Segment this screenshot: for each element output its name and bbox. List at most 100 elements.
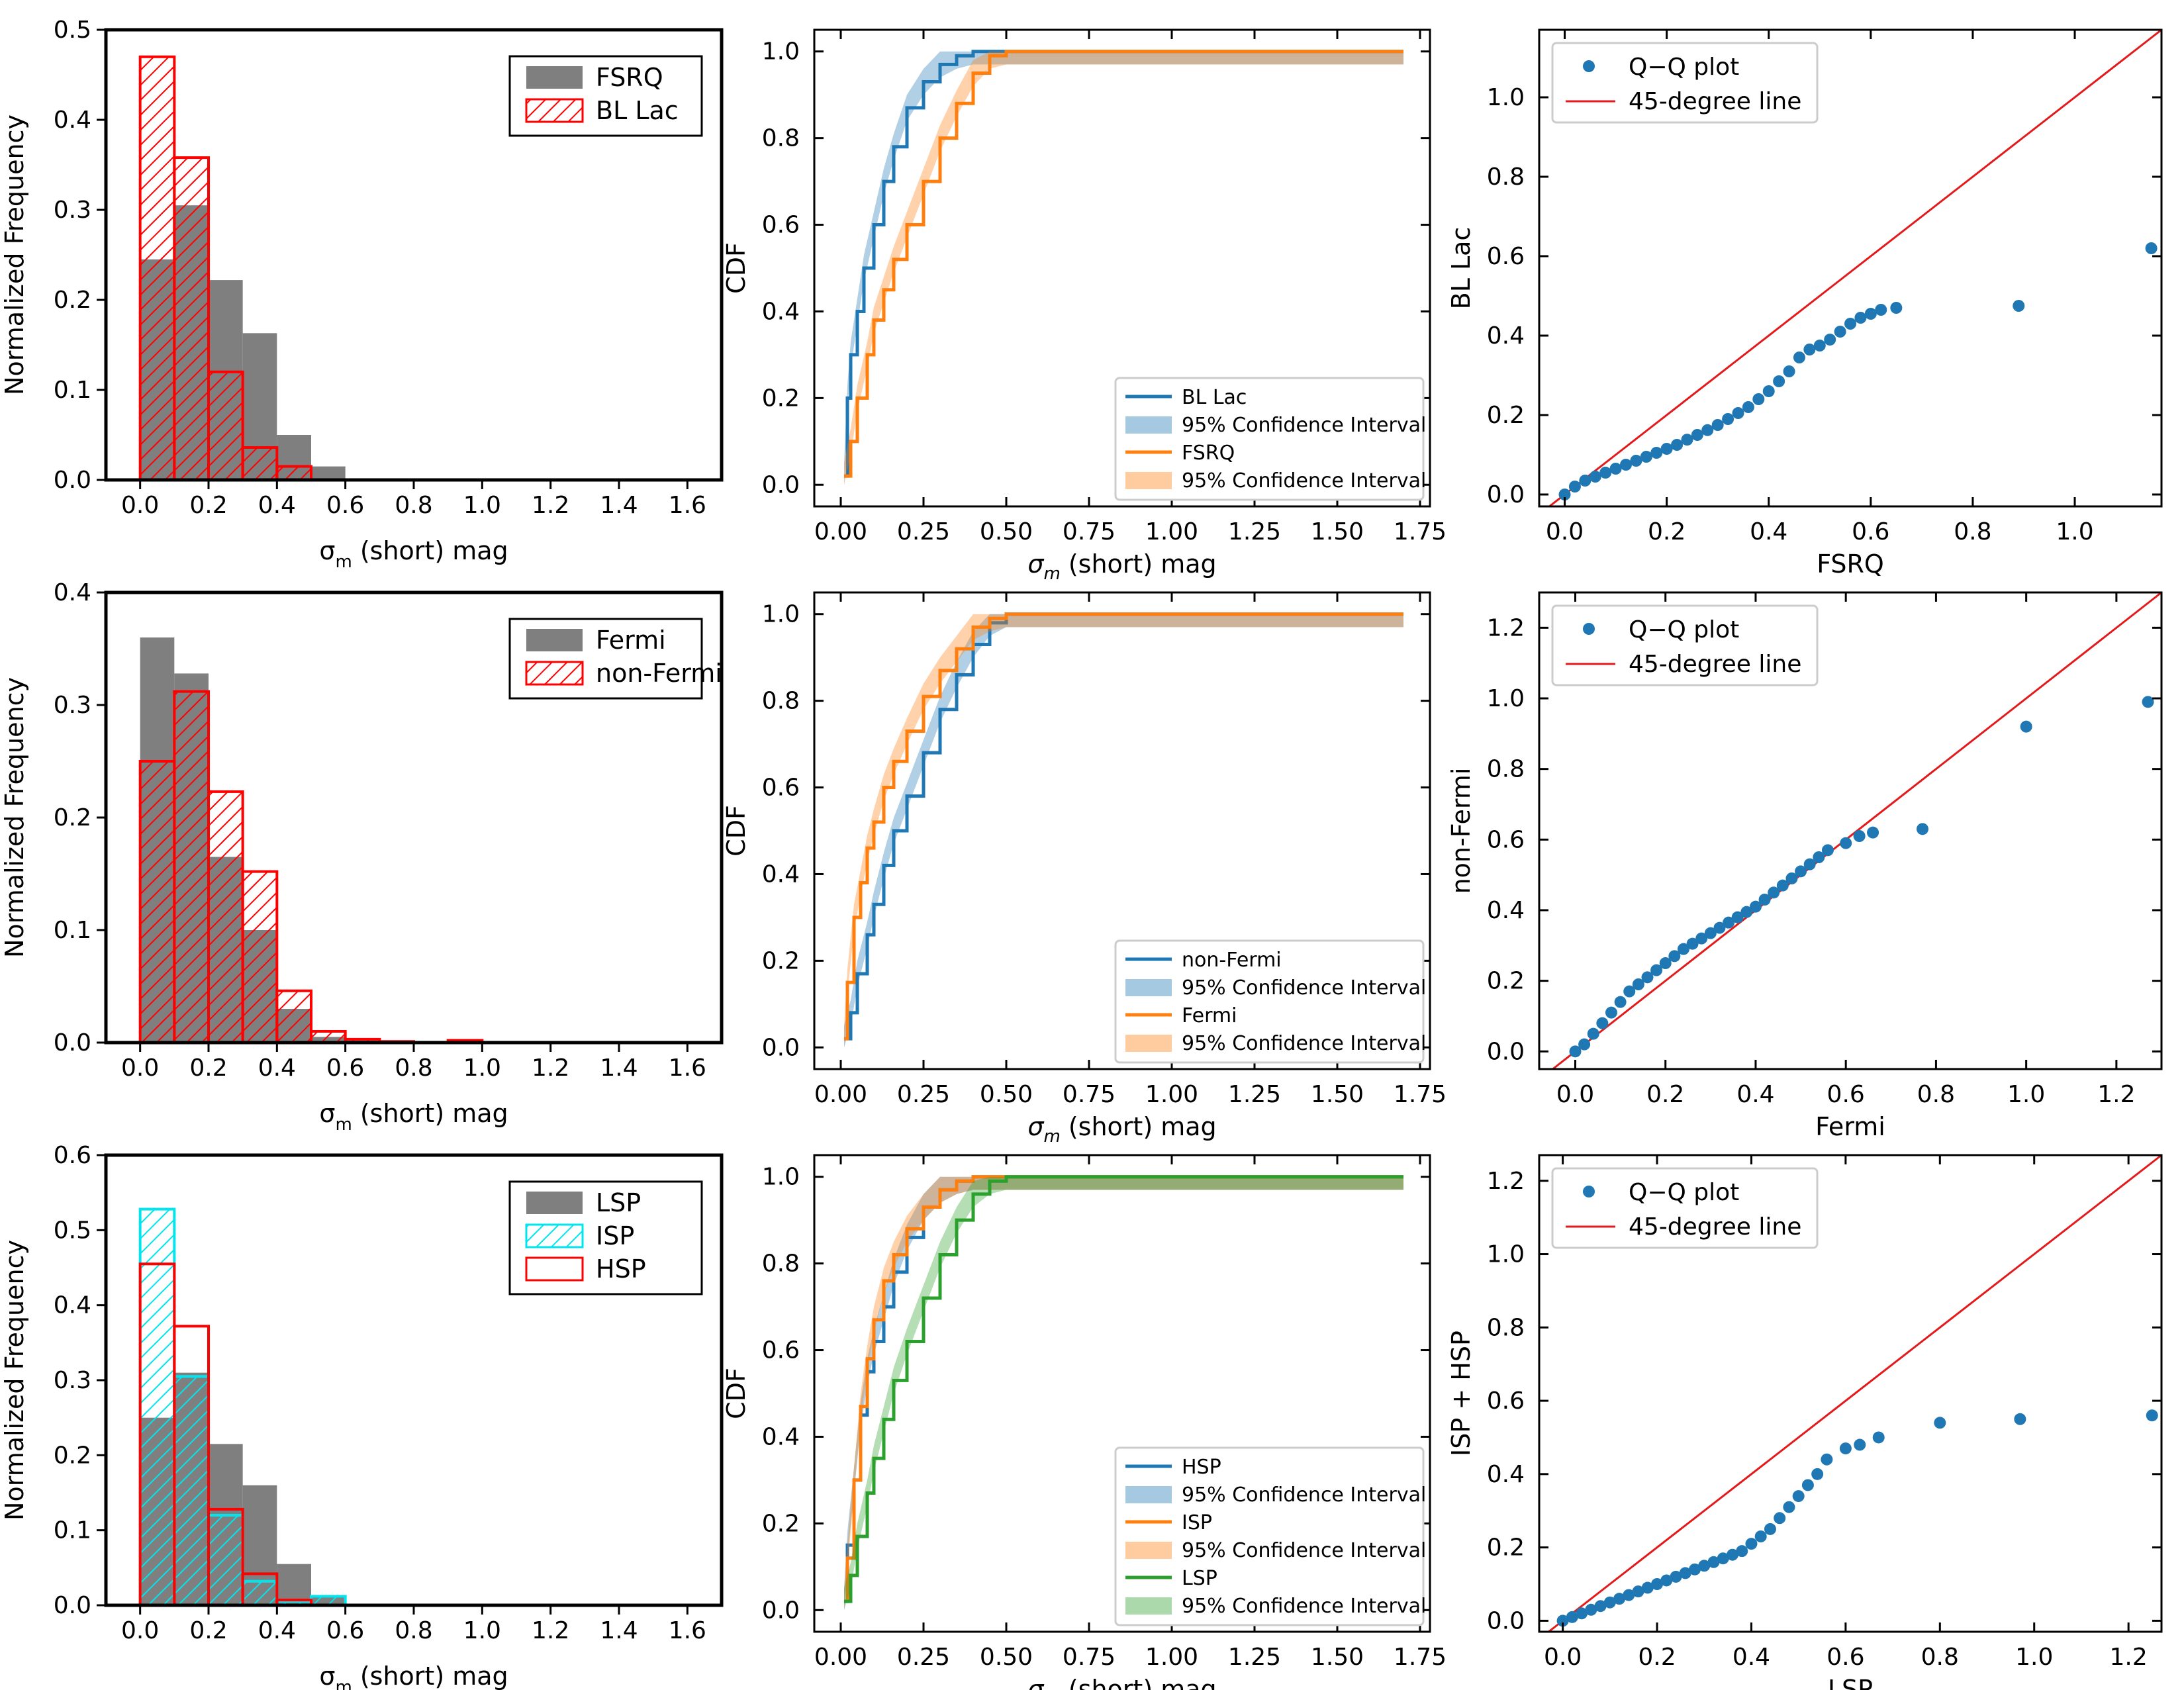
legend-band: [1125, 472, 1172, 489]
qq-point: [1785, 872, 1798, 884]
legend-label: LSP: [1182, 1567, 1217, 1590]
qq-point: [1630, 455, 1642, 467]
panel-cdf1: 0.00 0.25 0.50 0.75 1.00 1.25 1.50 1.75 0.0 0.2 0.…: [722, 28, 1447, 584]
x-axis-label: Fermi: [1815, 1112, 1885, 1141]
qq-point: [1773, 375, 1785, 387]
legend-label: FSRQ: [1182, 442, 1235, 465]
y-tick-label: 0.1: [54, 1517, 91, 1544]
legend-label: Q−Q plot: [1629, 616, 1739, 643]
legend-label: Q−Q plot: [1629, 1179, 1739, 1206]
panel-qq1: 0.0 0.2 0.4 0.6 0.8 1.0 0.0 0.2 0.4 0.6 0.8 1.0 FSRQ…: [1447, 28, 2163, 579]
qq-point: [1840, 837, 1852, 849]
x-tick-label: 0.75: [1063, 1644, 1116, 1671]
qq-point: [1651, 1578, 1664, 1590]
qq-point: [1813, 340, 1826, 352]
qq-point: [1660, 1574, 1673, 1587]
y-axis-label: ISP + HSP: [1447, 1331, 1476, 1456]
qq-point: [2014, 1413, 2026, 1425]
reference-line: [1548, 1154, 2162, 1633]
x-tick-label: 1.4: [600, 1617, 638, 1644]
qq-point: [2020, 720, 2032, 733]
axes-frame: [1538, 591, 2163, 1070]
bar: [277, 1564, 311, 1605]
qq-point: [2145, 242, 2158, 254]
bar-hatched: [138, 1207, 176, 1607]
qq-point: [1650, 964, 1663, 976]
qq-point: [1691, 429, 1703, 441]
y-axis-label: CDF: [722, 805, 751, 857]
qq-point: [1758, 894, 1771, 906]
x-tick-label: 0.0: [1556, 1081, 1594, 1108]
x-tick-label: 1.0: [463, 1617, 501, 1644]
x-tick-label: 0.2: [1648, 518, 1685, 545]
legend-swatch: [525, 661, 584, 686]
y-tick-label: 0.2: [1487, 968, 1525, 995]
x-tick-label: 0.6: [1827, 1081, 1865, 1108]
bar-hatched: [241, 446, 279, 481]
x-tick-label: 1.4: [600, 1055, 638, 1082]
cdf-line: [844, 50, 1403, 478]
y-tick-label: 0.2: [1487, 402, 1525, 429]
x-tick-label: 1.50: [1311, 518, 1364, 545]
y-tick-label: 0.4: [762, 298, 800, 325]
qq-point: [1821, 1453, 1833, 1466]
x-tick-label: 0.0: [121, 1055, 159, 1082]
qq-point: [1711, 419, 1724, 431]
x-tick-label: 1.00: [1145, 1081, 1198, 1108]
qq-point: [1824, 334, 1836, 346]
qq-point: [1844, 318, 1856, 330]
x-tick-label: 0.00: [814, 1081, 867, 1108]
x-tick-label: 0.6: [326, 492, 364, 519]
x-tick-label: 0.25: [897, 1644, 950, 1671]
x-tick-label: 0.0: [1546, 518, 1584, 545]
cdf-line: [844, 50, 1403, 478]
y-tick-label: 0.2: [762, 947, 800, 974]
qq-point: [1623, 1589, 1635, 1601]
qq-point: [1783, 365, 1795, 377]
legend-label: BL Lac: [1182, 386, 1247, 409]
x-tick-label: 0.50: [980, 518, 1033, 545]
y-tick-label: 0.0: [1487, 1607, 1525, 1634]
x-tick-label: 1.2: [2097, 1081, 2135, 1108]
x-tick-label: 0.8: [1954, 518, 1991, 545]
bar-hatched: [241, 1579, 279, 1607]
qq-point: [1839, 1442, 1852, 1455]
x-tick-label: 1.4: [600, 492, 638, 519]
x-tick-label: 0.4: [258, 492, 296, 519]
qq-point: [1722, 413, 1734, 425]
x-tick-label: 1.0: [463, 492, 501, 519]
legend-label: Fermi: [1182, 1004, 1237, 1027]
axes-frame: [813, 591, 1431, 1070]
x-tick-label: 0.8: [395, 492, 432, 519]
qq-point: [1707, 1556, 1720, 1568]
legend-label: BL Lac: [596, 96, 679, 125]
qq-point: [1813, 851, 1825, 863]
reference-line: [1548, 28, 2162, 508]
x-tick-label: 1.50: [1311, 1081, 1364, 1108]
qq-point: [1745, 1538, 1758, 1550]
y-tick-label: 0.8: [762, 125, 800, 152]
legend-label: 95% Confidence Interval: [1182, 414, 1426, 437]
legend-swatch: [525, 1223, 584, 1248]
legend-label: 45-degree line: [1629, 1213, 1801, 1241]
y-tick-label: 1.0: [762, 1164, 800, 1191]
y-tick-label: 0.2: [54, 1442, 91, 1469]
y-axis-label: Normalized Frequency: [0, 677, 29, 958]
legend-label: 95% Confidence Interval: [1182, 976, 1426, 1000]
x-tick-label: 1.2: [532, 492, 569, 519]
cdf-line: [844, 1175, 1403, 1603]
qq-point: [1717, 1552, 1729, 1565]
bar-hatched: [173, 156, 211, 481]
qq-point: [1632, 978, 1644, 990]
y-tick-label: 1.0: [1487, 1241, 1525, 1268]
axes-frame: [813, 1154, 1431, 1633]
y-tick-label: 0.4: [1487, 897, 1525, 924]
legend-label: FSRQ: [596, 63, 663, 92]
x-tick-label: 0.2: [1646, 1081, 1684, 1108]
qq-point: [1566, 1611, 1578, 1623]
legend-label: non-Fermi: [1182, 949, 1282, 972]
y-tick-label: 0.4: [54, 1292, 91, 1319]
x-tick-label: 0.8: [395, 1055, 432, 1082]
y-tick-label: 0.0: [762, 1597, 800, 1624]
